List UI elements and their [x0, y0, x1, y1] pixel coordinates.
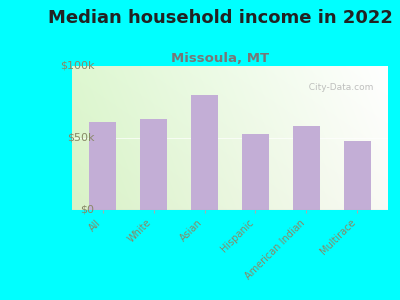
Text: Missoula, MT: Missoula, MT	[171, 52, 269, 65]
Bar	[89, 122, 116, 210]
Bar	[191, 95, 218, 210]
Bar	[242, 134, 269, 210]
Text: $50k: $50k	[67, 133, 94, 143]
Text: City-Data.com: City-Data.com	[303, 83, 373, 92]
Bar	[344, 141, 371, 210]
Text: $0: $0	[80, 205, 94, 215]
Text: Median household income in 2022: Median household income in 2022	[48, 9, 392, 27]
Bar	[293, 127, 320, 210]
Text: $100k: $100k	[60, 61, 94, 71]
Bar	[140, 119, 167, 210]
